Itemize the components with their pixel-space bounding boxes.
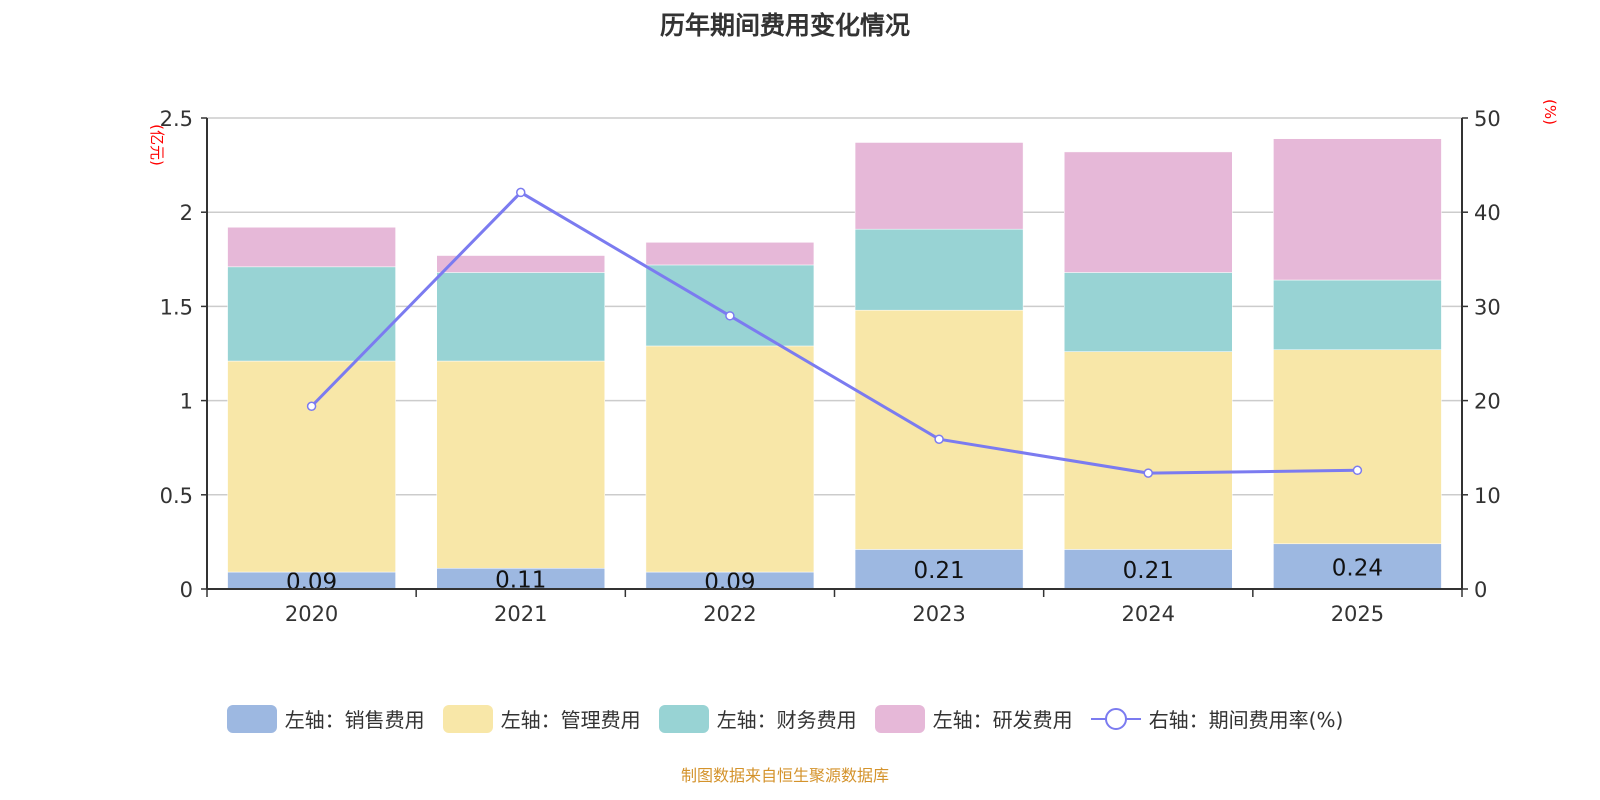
x-tick-label: 2025 [1331,602,1384,626]
rate-point [306,401,317,412]
bar-segment [227,360,396,573]
left-tick-label: 0.5 [160,484,193,508]
bar-segment [436,255,605,273]
bar-data-label: 0.09 [704,570,755,596]
bar-data-label: 0.21 [1123,558,1174,584]
bar-data-label: 0.21 [913,558,964,584]
legend-line-marker-icon [1090,707,1141,730]
bar-segment [645,345,815,573]
x-tick-label: 2021 [494,602,547,626]
right-axis-label: (%) [1541,99,1559,125]
rate-point [725,311,735,321]
left-tick-label: 1 [180,390,193,414]
right-tick-label: 0 [1474,578,1487,602]
bar-segment [436,272,605,362]
x-tick-label: 2020 [285,602,338,626]
right-tick-label: 20 [1474,390,1501,414]
rate-point [516,187,526,198]
legend-swatch [226,704,277,733]
left-tick-label: 2 [180,201,193,225]
rate-point [1352,465,1363,476]
bar-segment [1064,151,1233,273]
chart-title: 历年期间费用变化情况 [659,11,910,40]
legend-label: 左轴：销售费用 [284,708,425,732]
source-footer: 制图数据来自恒生聚源数据库 [680,766,889,785]
bar-segment [854,142,1024,230]
legend-item[interactable]: 左轴：管理费用 [442,704,641,733]
legend-item[interactable]: 左轴：财务费用 [658,704,857,733]
rate-point [934,434,944,444]
legend-label: 左轴：财务费用 [716,708,857,732]
legend-item[interactable]: 左轴：销售费用 [226,704,425,733]
left-tick-label: 2.5 [160,107,193,131]
right-tick-label: 30 [1474,295,1501,319]
bar-data-label: 0.09 [286,570,337,596]
x-tick-label: 2023 [912,602,965,626]
legend-swatch [874,704,925,733]
legend-label: 左轴：研发费用 [932,708,1073,732]
bar-segment [645,242,815,266]
legend-item[interactable]: 左轴：研发费用 [874,704,1073,733]
bar-segment [1064,272,1233,352]
right-tick-label: 50 [1474,107,1501,131]
legend-swatch [442,704,493,733]
bar-segment [1273,138,1442,281]
bar-segment [854,228,1024,311]
bar-segment [854,309,1024,550]
x-tick-label: 2022 [703,602,756,626]
legend: 左轴：销售费用 左轴：管理费用 左轴：财务费用 左轴：研发费用 右轴：期间费用率(%) [0,704,1570,733]
bar-segment [436,360,605,569]
legend-item[interactable]: 右轴：期间费用率(%) [1090,704,1344,733]
rate-line [310,190,1358,475]
bar-segment [1273,349,1442,545]
x-tick-label: 2024 [1122,602,1175,626]
bar-data-label: 0.24 [1332,555,1383,581]
bar-segment [227,227,396,268]
rate-point [1143,468,1153,478]
bar-segment [1064,351,1233,550]
legend-swatch [658,704,709,733]
bar-segment [1064,549,1233,590]
right-tick-label: 40 [1474,201,1501,225]
legend-label: 右轴：期间费用率(%) [1148,708,1344,732]
left-tick-label: 0 [180,578,193,602]
bar-segment [854,549,1024,590]
bar-segment [645,264,815,347]
bar-segment [227,266,396,362]
bar-segment [1273,279,1442,350]
legend-label: 左轴：管理费用 [500,708,641,732]
chart-plot: 0 0.5 1 1.5 2 2.5 0 10 20 30 40 50 (亿元) (%) 0.09 2020 0.… [148,99,1559,626]
bar-segment [1273,543,1442,590]
left-tick-label: 1.5 [160,295,193,319]
left-axis-label: (亿元) [148,124,166,166]
right-tick-label: 10 [1474,484,1501,508]
